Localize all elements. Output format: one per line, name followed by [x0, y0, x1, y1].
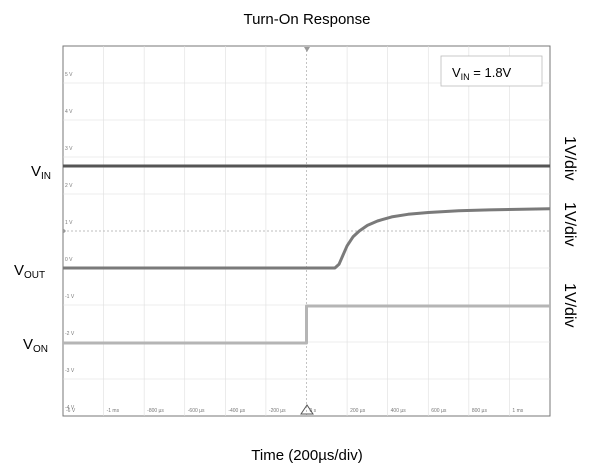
left-level-marker — [63, 228, 66, 234]
annotation-text: VIN = 1.8V — [452, 65, 512, 82]
x-tick-label: -6 V — [66, 408, 76, 414]
traces — [63, 164, 551, 345]
channel-label-vin-sub: IN — [41, 171, 51, 182]
trace-vout — [63, 207, 551, 270]
x-tick-label: -1 ms — [107, 408, 120, 414]
x-tick-labels: -6 V -1 ms -800 µs -600 µs -400 µs -200 µs 0 s… — [66, 408, 524, 414]
annotation-box — [440, 55, 543, 87]
y-tick-label: -3 V — [65, 368, 75, 374]
y-tick-label: 4 V — [65, 109, 73, 115]
y-tick-label: 5 V — [65, 72, 73, 78]
annotation-suffix: = 1.8V — [470, 65, 512, 80]
channel-label-von-sub: ON — [33, 344, 48, 355]
x-tick-label: 0 s — [310, 408, 317, 414]
x-tick-label: 1 ms — [512, 408, 523, 414]
channel-label-vout: VOUT — [14, 262, 45, 281]
y-tick-label: -1 V — [65, 294, 75, 300]
chart-title: Turn-On Response — [243, 11, 370, 28]
channel-label-von: VON — [23, 336, 48, 355]
x-axis-label: Time (200µs/div) — [251, 447, 362, 464]
x-tick-label: -800 µs — [147, 408, 164, 414]
y-tick-label: 0 V — [65, 257, 73, 263]
x-tick-label: -600 µs — [188, 408, 205, 414]
channel-label-vout-sub: OUT — [24, 270, 45, 281]
channel-label-von-prefix: V — [23, 336, 33, 353]
scale-label-vin: 1V/div — [561, 136, 578, 180]
y-tick-label: 1 V — [65, 220, 73, 226]
channel-label-vin-prefix: V — [31, 163, 41, 180]
x-tick-label: 200 µs — [350, 408, 366, 414]
scale-label-vout: 1V/div — [561, 202, 578, 246]
x-tick-label: 400 µs — [391, 408, 407, 414]
scale-label-von: 1V/div — [561, 283, 578, 327]
x-tick-label: -200 µs — [269, 408, 286, 414]
channel-label-vout-prefix: V — [14, 262, 24, 279]
channel-label-vin: VIN — [31, 163, 51, 182]
y-tick-labels: 5 V 4 V 3 V 2 V 1 V 0 V -1 V -2 V -3 V -4 V — [65, 72, 75, 411]
trace-von — [63, 304, 550, 345]
y-tick-label: -4 V — [65, 405, 75, 411]
annotation-prefix: V — [452, 65, 461, 80]
trigger-position-marker — [300, 404, 314, 415]
y-tick-label: -2 V — [65, 331, 75, 337]
y-tick-label: 3 V — [65, 146, 73, 152]
top-trigger-marker — [304, 47, 310, 52]
y-tick-label: 2 V — [65, 183, 73, 189]
x-tick-label: 600 µs — [431, 408, 447, 414]
x-tick-label: -400 µs — [228, 408, 245, 414]
annotation-sub: IN — [461, 72, 470, 82]
x-tick-label: 800 µs — [472, 408, 488, 414]
